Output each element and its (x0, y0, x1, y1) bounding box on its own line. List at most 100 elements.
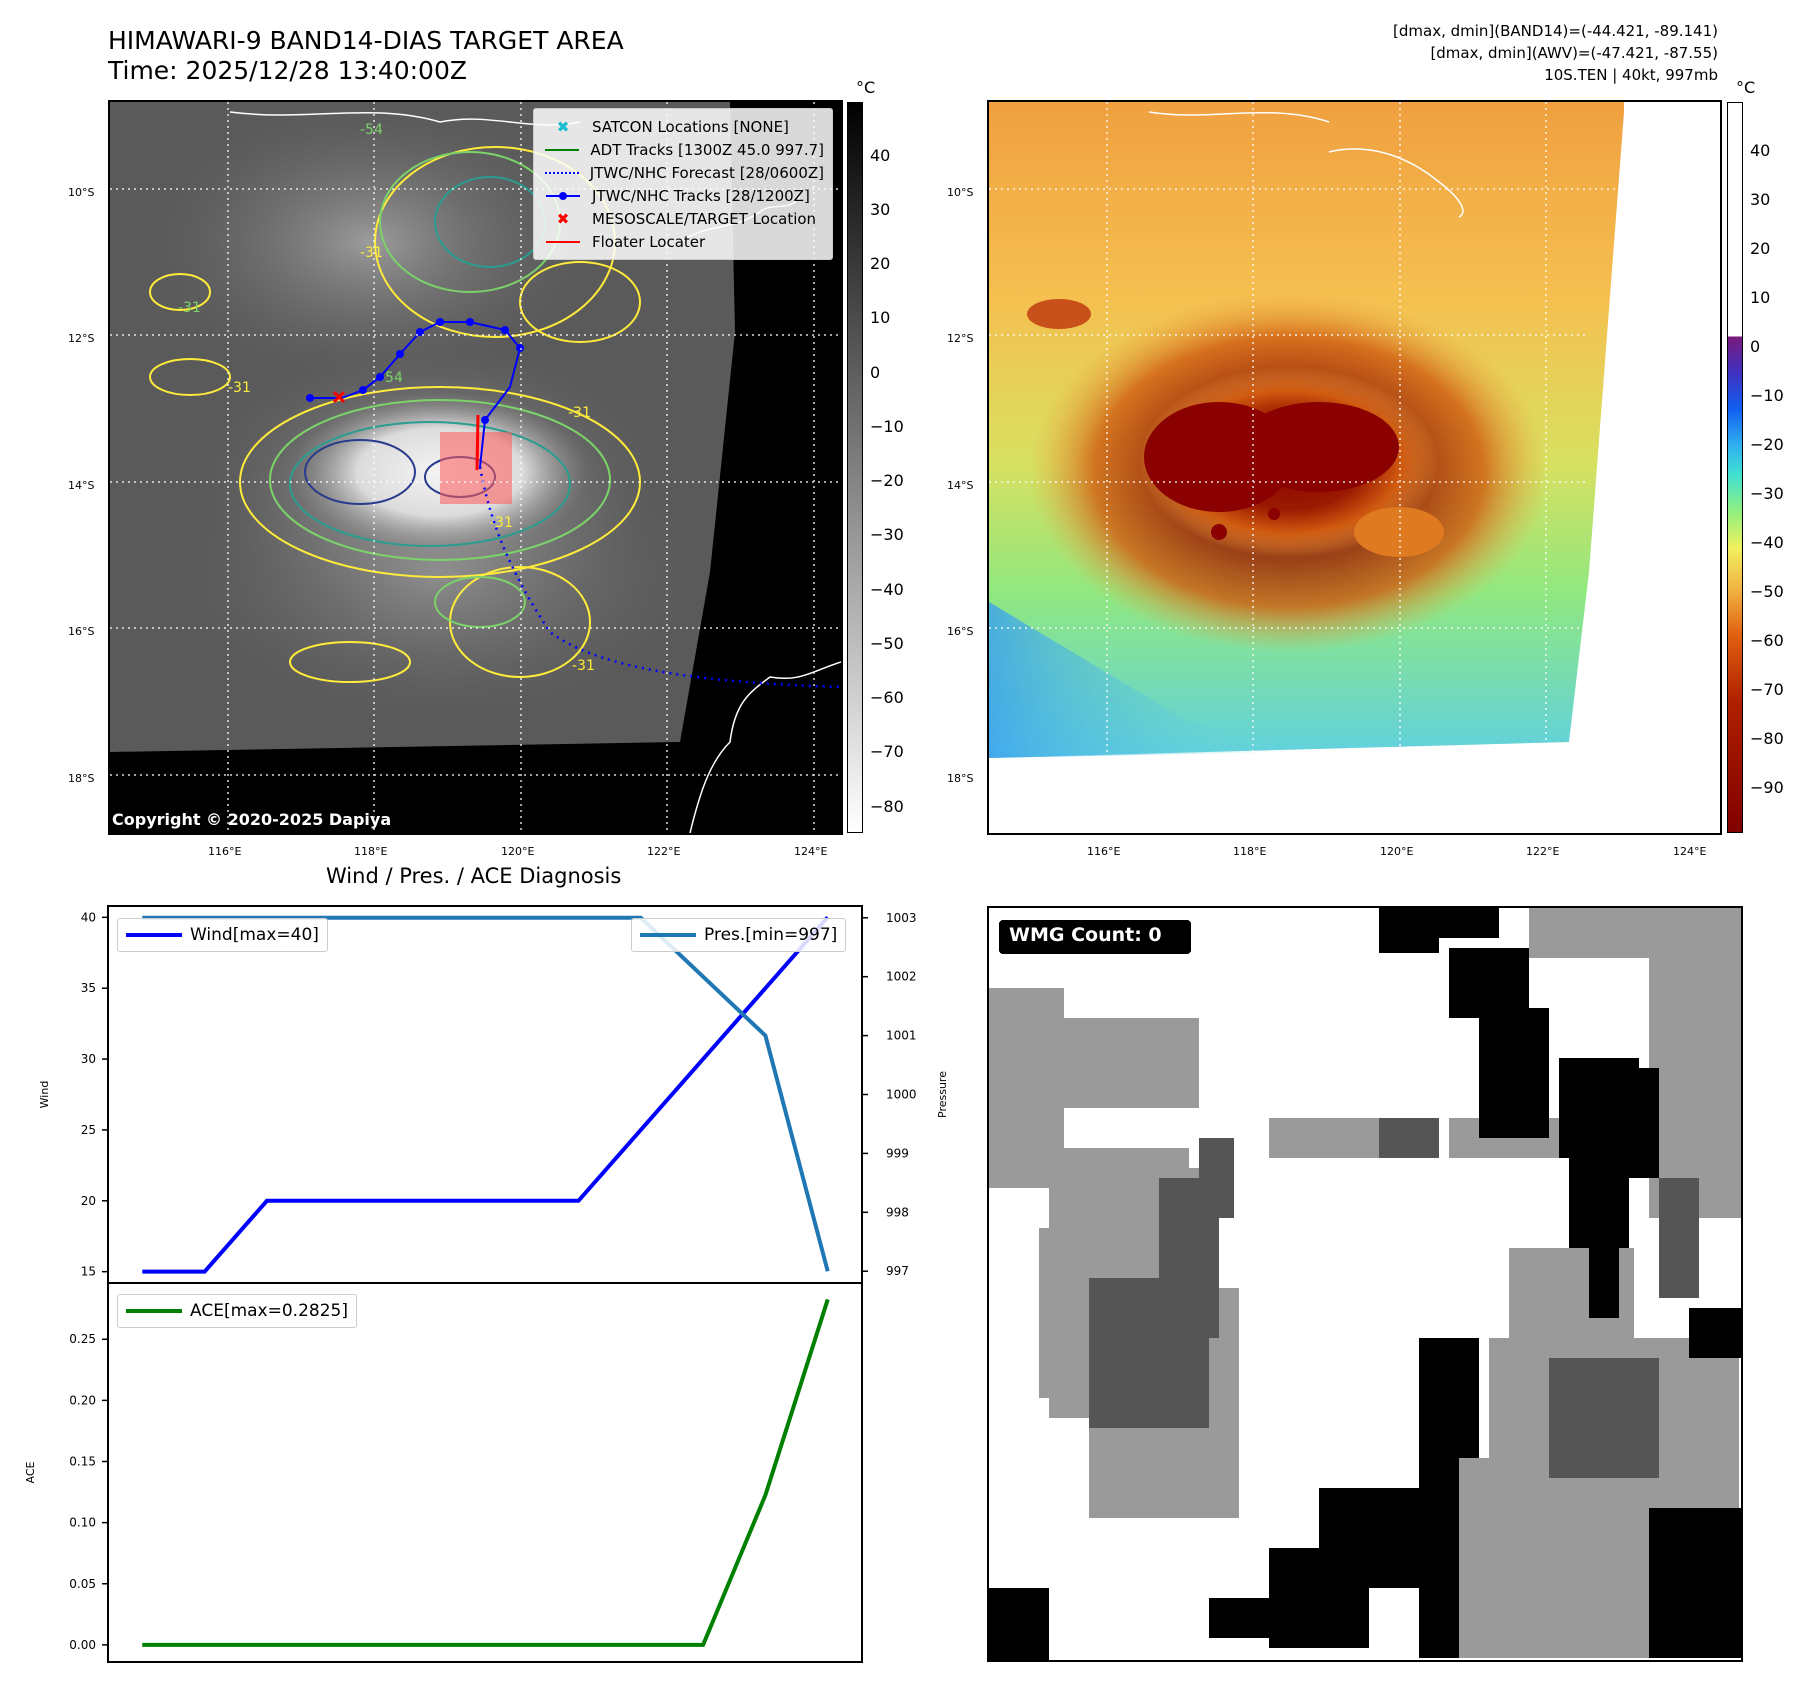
gray-colorbar (847, 102, 863, 833)
time-subtitle: Time: 2025/12/28 13:40:00Z (108, 56, 467, 85)
wmg-image (989, 908, 1741, 1660)
line-icon (542, 148, 582, 151)
y-tick-label: 35 (81, 981, 96, 995)
colorbar-tick: −80 (1750, 729, 1784, 748)
contour-label: -31 (228, 380, 251, 396)
line-icon (640, 933, 696, 937)
y2-tick-label: 1001 (886, 1029, 917, 1043)
gray-colorbar-unit: °C (856, 78, 876, 97)
colorbar-tick: −50 (870, 634, 904, 653)
colorbar-tick: −90 (1750, 778, 1784, 797)
contour-label: -54 (380, 370, 403, 386)
lat-label: 14°S (947, 479, 974, 492)
colorbar-tick: 10 (1750, 288, 1771, 307)
track-point (306, 394, 314, 402)
color-colorbar (1727, 102, 1743, 833)
line-icon (542, 240, 584, 243)
y2-tick-label: 1003 (886, 911, 917, 925)
colorbar-tick: 30 (870, 200, 891, 219)
track-point (416, 328, 424, 336)
y2-tick-label: 1002 (886, 970, 917, 984)
legend-label: SATCON Locations [NONE] (592, 117, 789, 136)
dotted-line-icon (542, 171, 582, 174)
y2-tick-label: 997 (886, 1264, 909, 1278)
colorbar-tick: −60 (870, 688, 904, 707)
lon-label: 124°E (794, 845, 828, 858)
ace-legend: ACE[max=0.2825] (117, 1294, 357, 1328)
legend-item-wind: Wind[max=40] (126, 922, 319, 948)
wind-legend: Wind[max=40] (117, 918, 328, 952)
y-tick-label: 20 (81, 1194, 96, 1208)
line-icon (126, 1309, 182, 1313)
colorbar-tick: 20 (870, 254, 891, 273)
colorbar-tick: −70 (1750, 680, 1784, 699)
colorbar-tick: −20 (1750, 435, 1784, 454)
contour-label: -31 (568, 405, 591, 421)
lat-label: 10°S (68, 186, 95, 199)
wind-plot-frame (107, 905, 863, 1284)
stats-awv: [dmax, dmin](AWV)=(-47.421, -87.55) (1430, 44, 1718, 62)
y-tick-label: 15 (81, 1265, 96, 1279)
colorbar-tick: 40 (870, 146, 891, 165)
colorbar-tick: 10 (870, 308, 891, 327)
legend-item-floater: Floater Locater (542, 230, 824, 253)
colorbar-tick: −10 (1750, 386, 1784, 405)
lat-label: 18°S (947, 772, 974, 785)
lat-label: 14°S (68, 479, 95, 492)
ace-panel: 0.00 0.05 0.10 0.15 0.20 0.25 ACE (24, 1282, 863, 1663)
legend-item-ace: ACE[max=0.2825] (126, 1298, 348, 1324)
y-tick-label: 40 (81, 910, 96, 924)
lon-label: 118°E (1233, 845, 1267, 858)
lat-label: 18°S (68, 772, 95, 785)
y2-tick-label: 1000 (886, 1088, 917, 1102)
legend-item-jtwc-forecast: JTWC/NHC Forecast [28/0600Z] (542, 161, 824, 184)
x-marker-icon: ✖ (556, 117, 570, 136)
lon-label: 122°E (1526, 845, 1560, 858)
contour-label: -54 (360, 122, 383, 138)
ace-axis-label: ACE (24, 1461, 37, 1483)
lon-label: 122°E (647, 845, 681, 858)
legend-item-adt: ADT Tracks [1300Z 45.0 997.7] (542, 138, 824, 161)
y-tick-label: 0.05 (69, 1577, 96, 1591)
colorbar-tick: 0 (1750, 337, 1761, 356)
legend-label: Wind[max=40] (190, 925, 319, 945)
diagnosis-chart: 15 20 25 30 35 40 997 998 999 1000 1001 1002 1003 Win… (24, 905, 949, 1663)
contour-label: -31 (490, 515, 513, 531)
legend-item-satcon: ✖ SATCON Locations [NONE] (542, 115, 824, 138)
wmg-count-label: WMG Count: 0 (1009, 924, 1162, 946)
pressure-legend: Pres.[min=997] (631, 918, 847, 952)
y2-tick-label: 998 (886, 1205, 909, 1219)
legend-label: JTWC/NHC Forecast [28/0600Z] (589, 163, 824, 182)
lon-label: 118°E (354, 845, 388, 858)
lat-label: 16°S (947, 625, 974, 638)
lon-label: 120°E (501, 845, 535, 858)
contour-label: -31 (178, 300, 201, 316)
colorbar-tick: −70 (870, 742, 904, 761)
wmg-count-box (999, 920, 1191, 954)
stats-band14: [dmax, dmin](BAND14)=(-44.421, -89.141) (1393, 22, 1718, 40)
y-tick-label: 0.20 (69, 1393, 96, 1407)
line-dot-icon (542, 191, 584, 200)
colorbar-tick: −30 (870, 525, 904, 544)
color-map-image (989, 102, 1624, 758)
colorbar-tick: −10 (870, 417, 904, 436)
legend-label: MESOSCALE/TARGET Location (592, 209, 817, 228)
track-point (396, 350, 404, 358)
track-point (501, 326, 509, 334)
lat-label: 12°S (947, 332, 974, 345)
lat-label: 10°S (947, 186, 974, 199)
legend-label: ADT Tracks [1300Z 45.0 997.7] (590, 140, 824, 159)
legend-item-pressure: Pres.[min=997] (640, 922, 837, 948)
wind-pressure-panel: 15 20 25 30 35 40 997 998 999 1000 1001 1002 1003 Win… (38, 905, 949, 1284)
colorbar-tick: −40 (870, 580, 904, 599)
track-point (481, 416, 489, 424)
lon-label: 120°E (1380, 845, 1414, 858)
jtwc-forecast-line (478, 466, 841, 689)
ace-plot-frame (107, 1282, 863, 1663)
pressure-axis-label: Pressure (936, 1071, 949, 1118)
y-tick-label: 30 (81, 1052, 96, 1066)
ace-series-line (142, 1298, 830, 1647)
colorbar-tick: 20 (1750, 239, 1771, 258)
lon-label: 116°E (208, 845, 242, 858)
legend-item-jtwc-tracks: JTWC/NHC Tracks [28/1200Z] (542, 184, 824, 207)
